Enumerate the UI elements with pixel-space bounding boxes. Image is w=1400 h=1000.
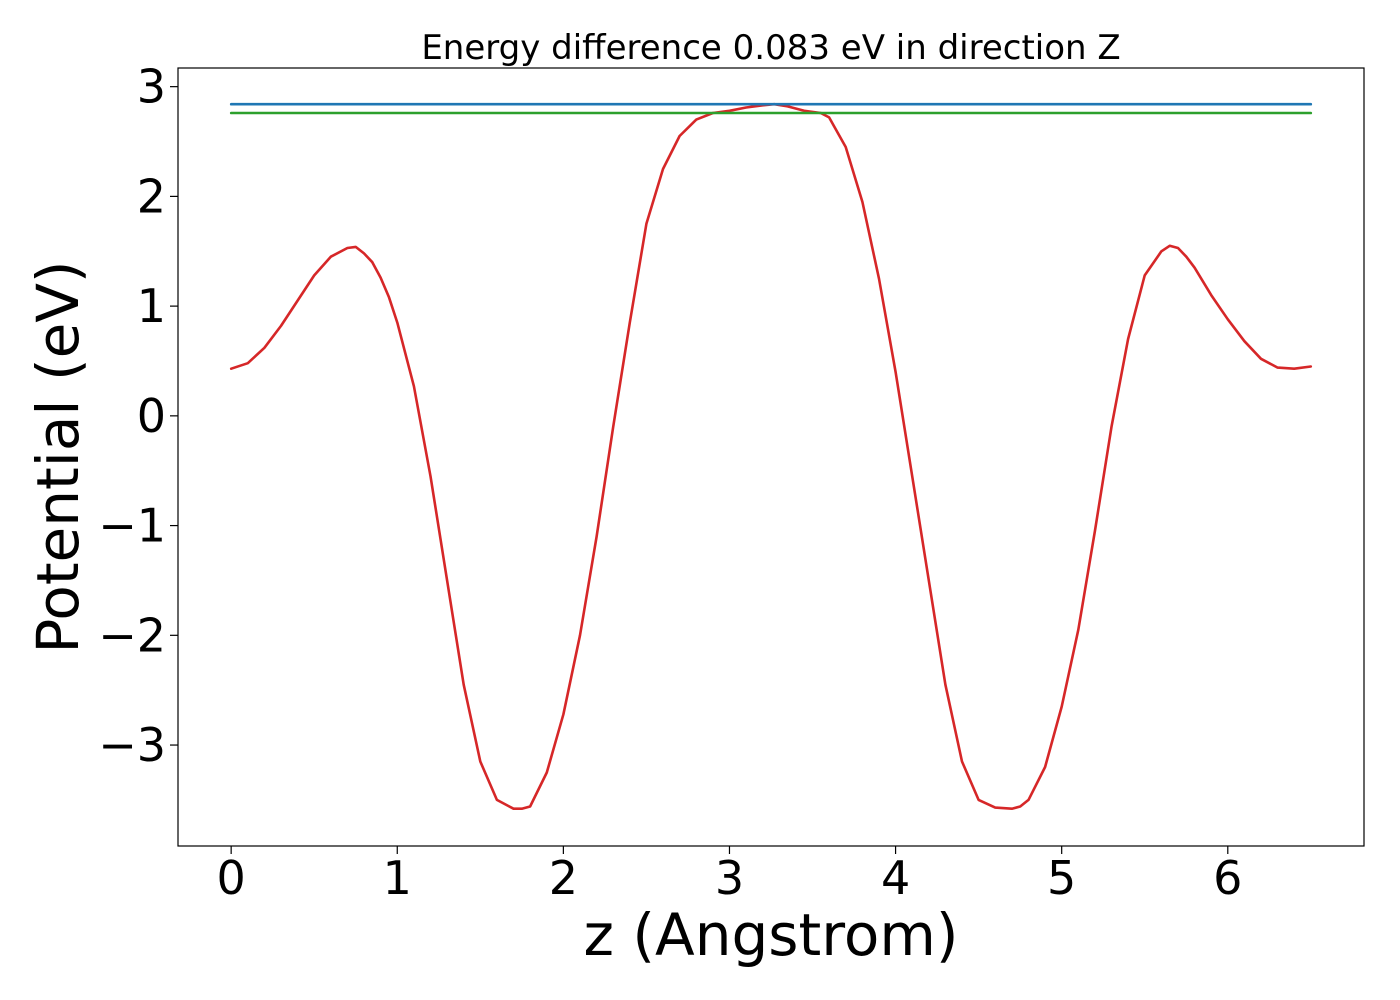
chart-title: Energy difference 0.083 eV in direction … — [421, 28, 1120, 68]
y-tick-label-5: 2 — [137, 169, 166, 223]
plot-area — [177, 67, 1365, 847]
y-axis-label: Potential (eV) — [24, 260, 92, 653]
y-axis-ticks: −3 −2 −1 0 1 2 3 — [98, 60, 178, 772]
series-layer — [229, 102, 1313, 811]
plot-frame — [177, 67, 1365, 847]
x-tick-label-2: 2 — [549, 851, 578, 905]
x-tick-label-4: 4 — [881, 851, 910, 905]
x-tick-label-1: 1 — [383, 851, 412, 905]
y-tick-label-1: −2 — [98, 608, 166, 662]
y-tick-label-3: 0 — [137, 389, 166, 443]
x-tick-label-3: 3 — [715, 851, 744, 905]
x-tick-label-0: 0 — [217, 851, 246, 905]
y-tick-label-0: −3 — [98, 718, 166, 772]
x-axis-ticks: 0 1 2 3 4 5 6 — [217, 846, 1242, 905]
series-line-0 — [229, 102, 1313, 811]
x-tick-label-6: 6 — [1213, 851, 1242, 905]
y-tick-label-6: 3 — [137, 60, 166, 114]
y-tick-label-4: 1 — [137, 279, 166, 333]
x-axis-label: z (Angstrom) — [584, 901, 959, 969]
x-tick-label-5: 5 — [1047, 851, 1076, 905]
y-tick-label-2: −1 — [98, 499, 166, 553]
